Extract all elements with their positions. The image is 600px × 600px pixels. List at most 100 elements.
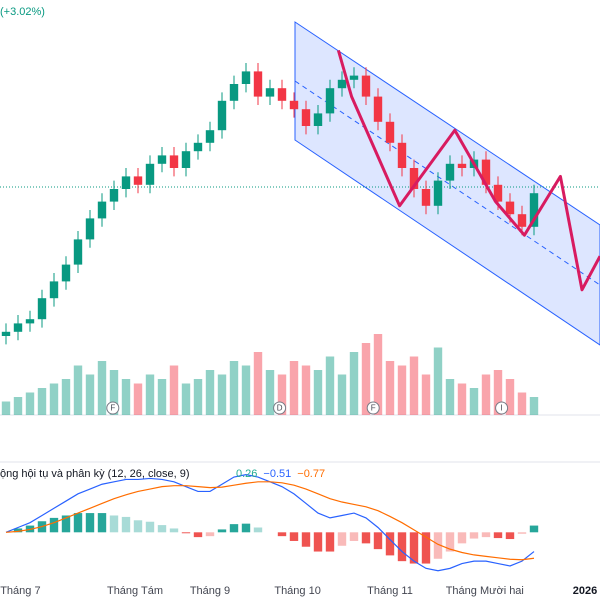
histogram-bar: [157, 525, 167, 533]
candle-body: [13, 323, 23, 332]
candle-body: [25, 319, 35, 324]
candle-body: [457, 163, 467, 168]
volume-bar: [145, 374, 155, 415]
volume-bar: [157, 379, 167, 415]
candle-body: [109, 189, 119, 202]
histogram-bar: [241, 523, 251, 533]
volume-bar: [313, 370, 323, 415]
histogram-bar: [193, 532, 203, 538]
candle-body: [73, 239, 83, 265]
candle-body: [337, 79, 347, 89]
candle-body: [217, 100, 227, 131]
histogram-bar: [73, 513, 83, 533]
volume-bar: [517, 392, 527, 415]
volume-bar: [73, 365, 83, 415]
histogram-bar: [517, 532, 527, 534]
candle-body: [97, 201, 107, 219]
histogram-bar: [145, 521, 155, 533]
histogram-bar: [325, 532, 335, 552]
volume-bar: [421, 374, 431, 415]
histogram-bar: [529, 525, 539, 533]
histogram-bar: [49, 517, 59, 533]
candle-body: [433, 180, 443, 206]
volume-bar: [529, 397, 539, 415]
legend-value: −0.51: [263, 468, 291, 480]
candle-body: [181, 151, 191, 168]
histogram-bar: [97, 513, 107, 533]
histogram-bar: [493, 532, 503, 539]
candle-body: [1, 331, 11, 336]
volume-bar: [229, 361, 239, 415]
histogram-bar: [349, 532, 359, 541]
histogram-bar: [313, 532, 323, 552]
x-tick-label: Tháng Tám: [107, 585, 163, 597]
volume-bar: [409, 356, 419, 415]
candle-body: [385, 121, 395, 143]
histogram-bar: [217, 529, 227, 533]
volume-bar: [37, 388, 47, 415]
event-marker: [495, 401, 509, 415]
candle-body: [313, 113, 323, 126]
event-marker: [366, 401, 380, 415]
candle-body: [445, 163, 455, 181]
x-tick-label: 2026: [573, 585, 597, 597]
histogram-bar: [229, 524, 239, 533]
volume-bar: [361, 343, 371, 415]
candle-body: [37, 298, 47, 320]
candle-body: [121, 176, 131, 189]
candle-body: [49, 281, 59, 299]
candle-body: [85, 218, 95, 240]
volume-bar: [349, 352, 359, 415]
volume-bar: [97, 361, 107, 415]
volume-bar: [325, 356, 335, 415]
histogram-bar: [169, 528, 179, 533]
signal-line: [5, 481, 535, 561]
volume-bar: [241, 365, 251, 415]
volume-bar: [385, 361, 395, 415]
histogram-bar: [109, 515, 119, 533]
candle-body: [253, 71, 263, 97]
candle-body: [265, 88, 275, 97]
candle-body: [133, 176, 143, 185]
volume-bar: [109, 370, 119, 415]
legend-value: −0.77: [297, 468, 325, 480]
macd-line: [5, 474, 535, 572]
candle-body: [529, 193, 539, 227]
volume-bar: [217, 374, 227, 415]
candle-body: [505, 201, 515, 215]
candle-body: [349, 75, 359, 80]
histogram-bar: [373, 532, 383, 550]
volume-bar: [397, 365, 407, 415]
volume-bar: [493, 370, 503, 415]
volume-bar: [61, 379, 71, 415]
volume-bar: [25, 392, 35, 415]
volume-bar: [373, 334, 383, 415]
legend-value: 0.26: [236, 468, 257, 480]
volume-bar: [337, 374, 347, 415]
volume-bar: [13, 397, 23, 415]
histogram-bar: [397, 532, 407, 562]
histogram-bar: [409, 532, 419, 564]
volume-bar: [301, 365, 311, 415]
histogram-bar: [421, 532, 431, 564]
volume-bar: [481, 374, 491, 415]
candle-body: [169, 155, 179, 168]
candle-body: [145, 163, 155, 185]
event-label: F: [371, 404, 376, 413]
macd-title: ộng hội tụ và phân kỳ (12, 26, close, 9): [0, 468, 190, 480]
histogram-bar: [337, 532, 347, 546]
volume-bar: [205, 370, 215, 415]
candle-body: [373, 96, 383, 122]
histogram-bar: [289, 532, 299, 541]
volume-bar: [457, 383, 467, 415]
histogram-bar: [481, 532, 491, 538]
candle-body: [361, 75, 371, 97]
candle-body: [289, 100, 299, 110]
volume-bar: [133, 383, 143, 415]
candle-body: [241, 71, 251, 84]
histogram-bar: [121, 516, 131, 533]
candle-body: [325, 88, 335, 114]
volume-bar: [265, 370, 275, 415]
candle-body: [61, 264, 71, 282]
histogram-bar: [433, 532, 443, 559]
